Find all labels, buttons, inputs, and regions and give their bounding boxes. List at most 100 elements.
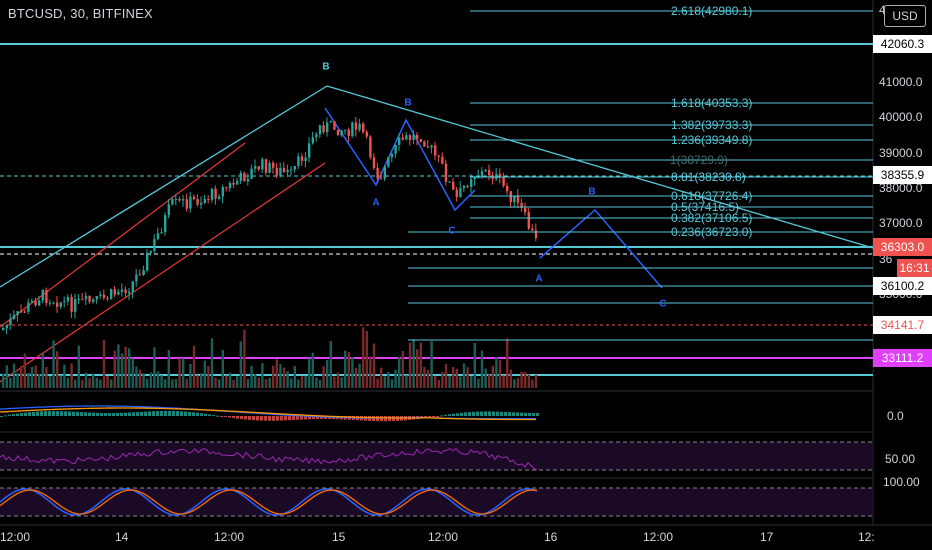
volume-bar — [221, 349, 224, 388]
macd-histogram-bar — [232, 416, 235, 419]
time-tick: 12:00 — [643, 530, 674, 544]
wave-label-c2: C — [659, 298, 667, 310]
volume-bar — [146, 378, 149, 388]
macd-histogram-bar — [456, 413, 459, 416]
candle-body — [329, 121, 332, 123]
volume-bar — [261, 363, 264, 388]
volume-bar — [102, 339, 106, 388]
volume-bar — [308, 358, 311, 388]
time-axis[interactable]: 12:00 14 12:00 15 12:00 16 12:00 17 12: — [0, 525, 875, 550]
candle-body — [221, 187, 224, 197]
volume-bar — [369, 356, 372, 388]
volume-bar — [318, 379, 322, 388]
macd-histogram-bar — [220, 416, 223, 417]
macd-histogram-bar — [32, 411, 35, 416]
volume-bar — [279, 364, 282, 388]
volume-bar — [210, 338, 214, 388]
volume-bar — [419, 342, 422, 388]
volume-bar — [138, 369, 142, 388]
macd-histogram-bar — [152, 411, 155, 416]
macd-histogram-bar — [432, 416, 435, 417]
macd-histogram-bar — [492, 411, 495, 416]
volume-bar — [95, 377, 98, 388]
candle-body — [110, 289, 113, 299]
volume-bar — [203, 360, 206, 388]
macd-histogram-bar — [188, 411, 191, 416]
volume-bar — [135, 366, 138, 388]
time-tick: 12: — [858, 530, 875, 544]
volume-bar — [88, 378, 91, 388]
volume-bar — [423, 366, 426, 388]
candle-body — [279, 167, 282, 176]
candle-body — [153, 239, 156, 251]
macd-histogram-bar — [80, 412, 83, 416]
volume-bar — [236, 376, 239, 388]
volume-bar — [189, 364, 192, 388]
volume-bar — [243, 329, 246, 388]
time-tick: 12:00 — [0, 530, 31, 544]
volume-bar — [246, 378, 250, 388]
macd-histogram-bar — [480, 411, 483, 416]
candle-body — [286, 169, 289, 173]
price-tick-41000: 41000.0 — [879, 75, 923, 89]
volume-bar — [225, 375, 228, 388]
macd-histogram-bar — [0, 416, 3, 417]
candle-body — [452, 181, 455, 190]
candle-body — [113, 289, 116, 295]
candle-body — [189, 196, 192, 209]
volume-bar — [171, 379, 174, 388]
volume-bar — [304, 375, 307, 388]
macd-histogram-bar — [16, 413, 19, 416]
candle-body — [401, 137, 404, 140]
candle-body — [2, 328, 5, 330]
candle-body — [534, 230, 538, 239]
volume-bar — [207, 365, 210, 388]
volume-bar — [117, 344, 120, 388]
candle-body — [228, 182, 232, 188]
candle-body — [441, 156, 444, 164]
volume-bar — [131, 358, 134, 388]
volume-bar — [344, 350, 347, 388]
candle-body — [380, 178, 383, 180]
candle-body — [351, 122, 354, 136]
volume-bar — [509, 369, 512, 388]
volume-bar — [315, 377, 318, 388]
macd-histogram-bar — [524, 412, 527, 416]
volume-bar — [81, 379, 84, 388]
macd-histogram-bar — [60, 411, 63, 416]
macd-histogram-bar — [200, 413, 203, 416]
candle-body — [117, 291, 120, 295]
candle-body — [516, 195, 520, 203]
currency-button[interactable]: USD — [884, 5, 926, 27]
candle-body — [268, 162, 271, 173]
volume-bar — [239, 341, 242, 388]
volume-bar — [164, 379, 167, 388]
wave-path-left — [324, 107, 476, 212]
macd-histogram-bar — [444, 414, 447, 416]
price-scale[interactable]: 4 41000.0 40000.0 39000.0 38000.0 37000.… — [873, 0, 932, 525]
macd-histogram-bar — [308, 416, 311, 420]
symbol-title[interactable]: BTCUSD, 30, BITFINEX — [8, 6, 153, 21]
candle-body — [120, 289, 124, 292]
candle-body — [466, 185, 469, 187]
candle-body — [102, 294, 106, 298]
candle-body — [412, 134, 415, 140]
price-label-last: 36303.0 — [873, 238, 932, 256]
macd-histogram-bar — [244, 416, 247, 420]
macd-histogram-bar — [136, 412, 139, 416]
price-tick-40000: 40000.0 — [879, 110, 923, 124]
volume-bar — [200, 373, 203, 388]
candle-body — [437, 155, 440, 157]
candle-body — [326, 122, 329, 133]
volume-bar — [527, 374, 530, 388]
volume-bar — [16, 372, 19, 388]
volume-bar — [196, 375, 199, 388]
volume-bar — [495, 357, 498, 388]
candle-body — [333, 121, 336, 130]
volume-bar — [416, 349, 419, 388]
macd-histogram-bar — [288, 416, 291, 421]
candle-body — [99, 294, 102, 297]
volume-bar — [372, 343, 376, 388]
price-label-34141: 34141.7 — [873, 316, 932, 334]
